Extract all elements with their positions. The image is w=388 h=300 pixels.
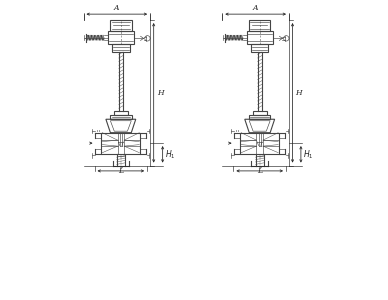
Text: A: A	[114, 4, 120, 12]
Text: $H_1$: $H_1$	[165, 148, 176, 160]
Text: H: H	[296, 89, 302, 97]
Text: $H_1$: $H_1$	[303, 148, 314, 160]
Text: L: L	[118, 167, 123, 175]
Text: H: H	[157, 89, 163, 97]
Text: A: A	[253, 4, 258, 12]
Text: L: L	[257, 167, 262, 175]
